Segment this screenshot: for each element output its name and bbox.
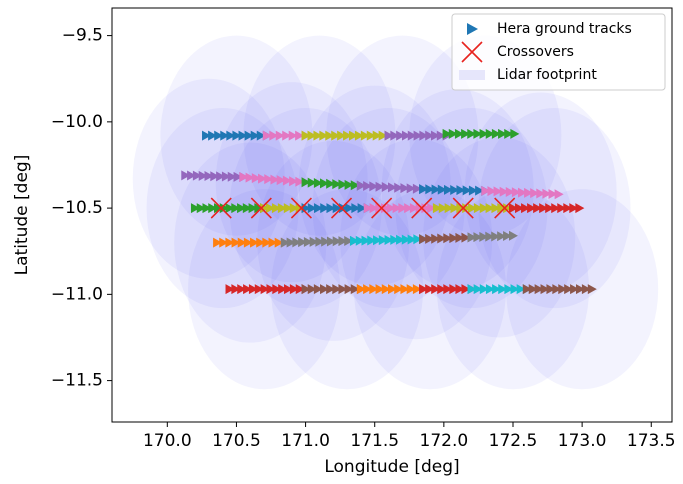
track-arrows — [522, 284, 597, 295]
track-arrows — [384, 130, 452, 141]
track-arrows — [419, 184, 491, 196]
x-tick-label: 170.5 — [212, 431, 261, 451]
legend-symbol — [459, 70, 485, 80]
track-arrows — [301, 130, 394, 141]
crossover — [250, 197, 272, 219]
crossover — [371, 197, 393, 219]
track-arrows — [442, 128, 520, 139]
y-tick-label: −11.0 — [51, 284, 103, 304]
legend-box — [451, 13, 666, 91]
track-arrows — [419, 232, 477, 245]
track-arrows — [239, 172, 311, 188]
axes-frame — [111, 7, 673, 423]
legend-symbol — [467, 23, 478, 35]
track-arrows — [508, 203, 585, 214]
crossover — [210, 197, 232, 219]
lidar-footprint — [132, 78, 285, 279]
track-arrows — [301, 177, 366, 191]
track-arrows — [467, 284, 532, 295]
track-arrows — [481, 185, 564, 200]
crossover — [494, 197, 516, 219]
track-arrows — [467, 230, 518, 243]
crossover — [411, 197, 433, 219]
x-tick-label: 170.0 — [143, 431, 192, 451]
crossover — [452, 197, 474, 219]
x-tick-label: 173.5 — [627, 431, 676, 451]
y-tick-label: −10.5 — [51, 198, 103, 218]
x-tick-label: 171.0 — [281, 431, 330, 451]
track-arrows — [419, 284, 477, 295]
crossover — [290, 197, 312, 219]
track-arrows — [280, 235, 359, 248]
track-arrows — [356, 180, 429, 195]
x-axis-label: Longitude [deg] — [324, 457, 459, 477]
x-tick-label: 172.0 — [420, 431, 469, 451]
x-tick-label: 171.5 — [350, 431, 399, 451]
track-arrows — [432, 203, 518, 214]
track-arrows — [181, 170, 249, 183]
track-arrows — [301, 203, 373, 214]
track-arrows — [213, 237, 290, 248]
track-arrows — [225, 284, 311, 295]
legend-symbol — [461, 41, 483, 63]
track-arrows — [202, 130, 272, 141]
x-tick-label: 173.0 — [558, 431, 607, 451]
legend-label: Lidar footprint — [497, 67, 597, 83]
y-axis-label: Latitude [deg] — [12, 155, 32, 276]
track-arrows — [349, 234, 429, 246]
y-tick-label: −10.0 — [51, 112, 103, 132]
track-arrows — [356, 284, 429, 295]
legend-label: Hera ground tracks — [497, 21, 632, 37]
track-arrows — [301, 284, 366, 295]
track-arrows — [262, 130, 311, 141]
y-tick-label: −11.5 — [51, 371, 103, 391]
track-arrows — [190, 203, 270, 214]
plot-area — [132, 35, 659, 390]
x-tick-label: 172.5 — [489, 431, 538, 451]
legend-label: Crossovers — [497, 44, 574, 60]
y-tick-label: −9.5 — [62, 26, 103, 46]
crossover — [330, 197, 353, 219]
